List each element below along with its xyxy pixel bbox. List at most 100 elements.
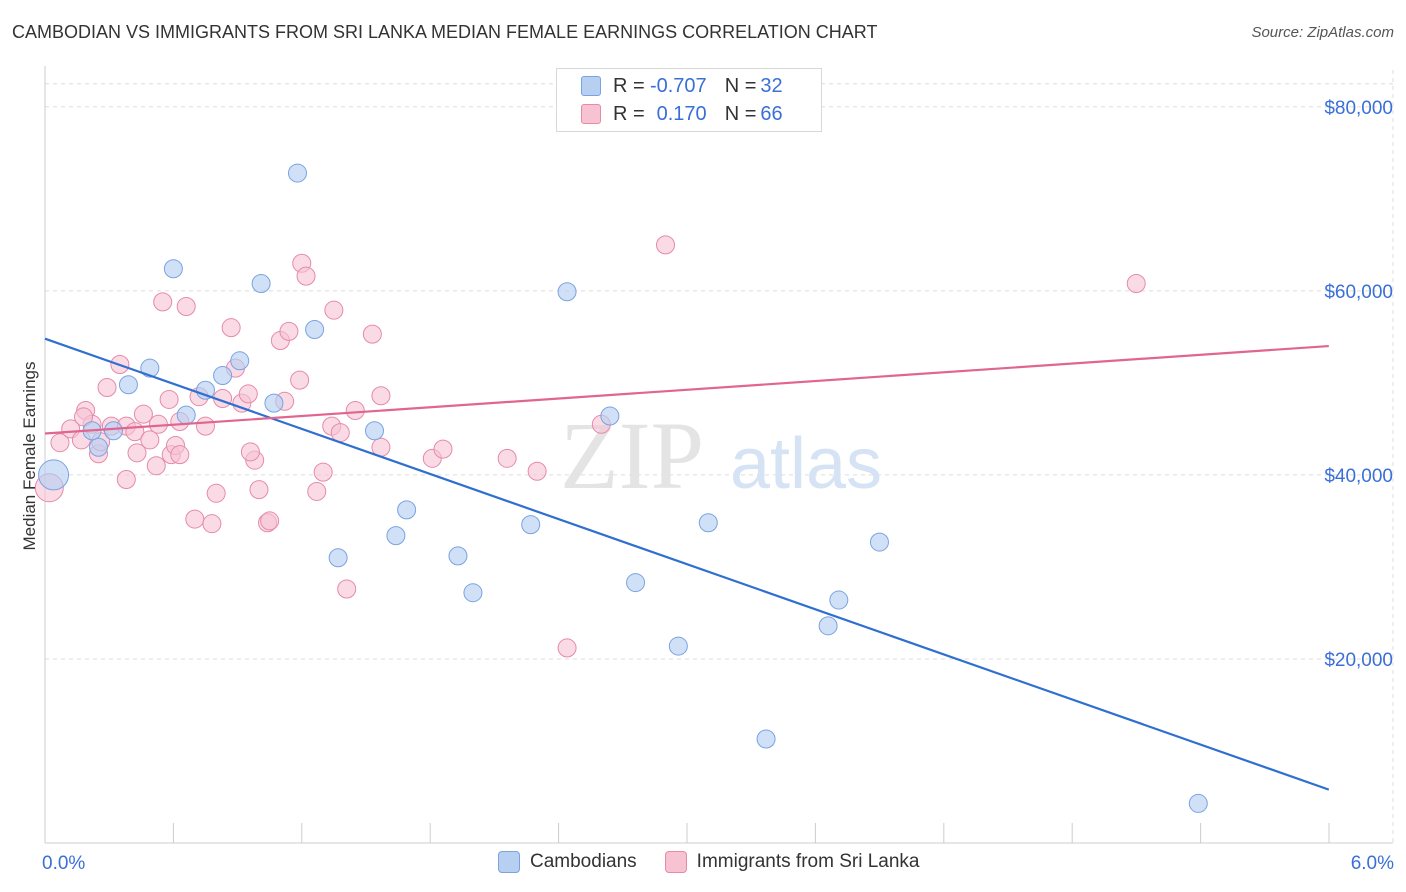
data-point-sri-lanka: [176, 297, 196, 317]
data-point-sri-lanka: [159, 389, 179, 409]
data-point-cambodians: [698, 513, 718, 533]
data-point-sri-lanka: [202, 514, 222, 534]
data-point-sri-lanka: [153, 292, 173, 312]
legend-n-label: N =: [724, 102, 757, 125]
data-point-cambodians: [38, 459, 70, 491]
data-point-sri-lanka: [221, 318, 241, 338]
data-point-sri-lanka: [371, 386, 391, 406]
legend-label-cambodians: Cambodians: [530, 851, 637, 872]
legend-item-sri-lanka[interactable]: Immigrants from Sri Lanka: [664, 851, 920, 873]
data-point-cambodians: [328, 548, 348, 568]
source-label: Source: ZipAtlas.com: [1251, 24, 1394, 41]
trendlines: [44, 337, 1330, 791]
data-point-cambodians: [1188, 793, 1208, 813]
data-point-cambodians: [213, 366, 233, 386]
series-legend: Cambodians Immigrants from Sri Lanka: [498, 851, 947, 873]
data-point-sri-lanka: [240, 442, 260, 462]
y-axis-label: Median Female Earnings: [20, 361, 39, 551]
data-point-cambodians: [365, 421, 385, 441]
y-tick-labels: $20,000 $40,000 $60,000 $80,000: [1324, 98, 1393, 671]
legend-row-sri-lanka: R = 0.170 N = 66: [557, 100, 783, 128]
data-point-sri-lanka: [527, 461, 547, 481]
data-point-sri-lanka: [74, 407, 94, 427]
data-point-sri-lanka: [313, 462, 333, 482]
data-point-cambodians: [230, 351, 250, 371]
legend-n-value: 66: [760, 102, 783, 125]
y-tick-label: $40,000: [1324, 466, 1393, 487]
watermark: ZIP atlas: [560, 402, 882, 509]
axes: [44, 66, 1393, 844]
data-point-cambodians: [756, 729, 776, 749]
data-point-cambodians: [88, 437, 108, 457]
legend-n-value: 32: [760, 74, 783, 97]
data-point-cambodians: [600, 406, 620, 426]
data-point-cambodians: [818, 616, 838, 636]
data-point-sri-lanka: [127, 443, 147, 463]
correlation-legend: R = -0.707 N = 32 R = 0.170 N = 66: [556, 68, 822, 132]
data-point-sri-lanka: [140, 430, 160, 450]
data-point-sri-lanka: [238, 384, 258, 404]
data-point-sri-lanka: [330, 423, 350, 443]
data-point-sri-lanka: [146, 456, 166, 476]
data-point-cambodians: [463, 583, 483, 603]
y-tick-label: $60,000: [1324, 282, 1393, 303]
data-point-sri-lanka: [279, 321, 299, 341]
legend-swatch-sri-lanka: [581, 104, 601, 124]
legend-item-cambodians[interactable]: Cambodians: [498, 851, 637, 873]
data-point-sri-lanka: [345, 400, 365, 420]
data-point-cambodians: [829, 590, 849, 610]
data-point-sri-lanka: [362, 324, 382, 344]
data-point-sri-lanka: [557, 638, 577, 658]
legend-r-label: R =: [613, 74, 645, 97]
x-tick-label: 6.0%: [1351, 853, 1394, 874]
data-point-cambodians: [251, 273, 271, 293]
data-point-cambodians: [176, 405, 196, 425]
data-point-sri-lanka: [249, 480, 269, 500]
data-point-cambodians: [163, 259, 183, 279]
data-point-sri-lanka: [185, 509, 205, 529]
data-point-cambodians: [386, 526, 406, 546]
data-point-sri-lanka: [337, 579, 357, 599]
data-point-sri-lanka: [290, 370, 310, 390]
x-tick-labels: 0.0% 6.0%: [42, 853, 1394, 874]
watermark-atlas: atlas: [730, 424, 882, 504]
trendline-sri-lanka: [44, 344, 1329, 435]
trendline-cambodians: [44, 337, 1330, 791]
chart-title: CAMBODIAN VS IMMIGRANTS FROM SRI LANKA M…: [12, 22, 878, 42]
data-point-sri-lanka: [260, 511, 280, 531]
legend-label-sri-lanka: Immigrants from Sri Lanka: [696, 851, 920, 872]
data-point-cambodians: [557, 282, 577, 302]
y-tick-label: $20,000: [1324, 650, 1393, 671]
legend-n-label: N =: [724, 74, 757, 97]
data-point-sri-lanka: [97, 377, 117, 397]
data-point-sri-lanka: [206, 483, 226, 503]
data-point-cambodians: [626, 573, 646, 593]
data-point-cambodians: [264, 393, 284, 413]
data-point-sri-lanka: [497, 448, 517, 468]
data-point-cambodians: [397, 500, 417, 520]
legend-r-value: 0.170: [656, 102, 707, 125]
x-tick-label: 0.0%: [42, 853, 85, 874]
y-tick-label: $80,000: [1324, 98, 1393, 119]
legend-swatch-sri-lanka: [664, 851, 687, 873]
data-point-cambodians: [521, 515, 541, 535]
series-cambodians-points: [38, 163, 1208, 813]
data-point-cambodians: [305, 320, 325, 340]
data-point-cambodians: [118, 375, 138, 395]
data-point-cambodians: [668, 636, 688, 656]
legend-r-label: R =: [613, 102, 645, 125]
legend-row-cambodians: R = -0.707 N = 32: [557, 72, 783, 100]
data-point-sri-lanka: [307, 481, 327, 501]
legend-swatch-cambodians: [498, 851, 520, 873]
data-point-cambodians: [869, 532, 889, 552]
data-point-sri-lanka: [116, 470, 136, 490]
data-point-cambodians: [448, 546, 468, 566]
data-point-cambodians: [287, 163, 307, 183]
data-point-sri-lanka: [296, 266, 316, 286]
data-point-sri-lanka: [170, 445, 190, 465]
legend-r-value: -0.707: [649, 74, 707, 97]
data-point-sri-lanka: [195, 416, 215, 436]
data-point-sri-lanka: [656, 235, 676, 255]
legend-swatch-cambodians: [581, 76, 601, 96]
data-point-cambodians: [140, 358, 160, 378]
